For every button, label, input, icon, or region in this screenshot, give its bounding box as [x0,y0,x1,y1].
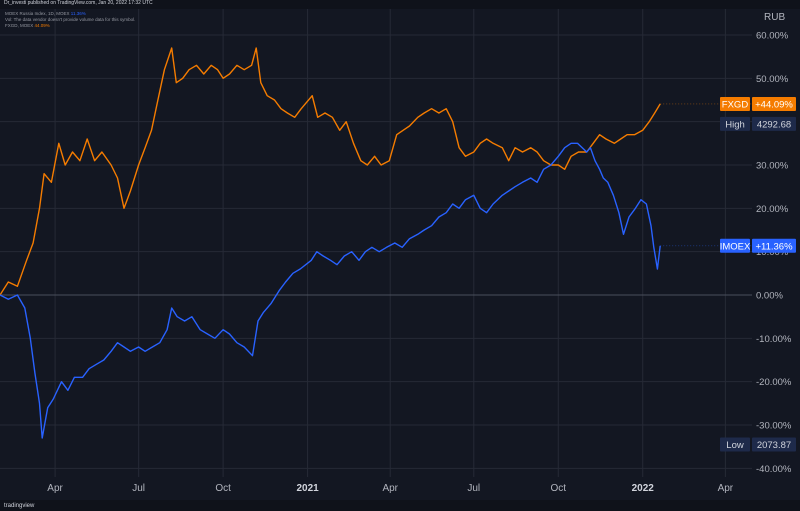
publisher-text: Dr_investi published on TradingView.com,… [4,0,153,6]
footer-bar: tradingview [0,500,800,511]
legend-row-imoex[interactable]: MOEX Russia Index, 1D, MOEX 11.36% [5,11,135,17]
series-name-tag-fxgd [720,96,750,111]
marker-value-tag-high [752,116,796,131]
legend-fxgd-value: 44.09% [34,23,50,28]
x-tick-label: Oct [215,483,231,494]
tradingview-logo[interactable]: tradingview [4,503,35,509]
x-tick-label: 2022 [632,483,655,494]
y-tick-label: -40.00% [756,464,792,475]
x-tick-label: 2021 [296,483,319,494]
y-tick-label: 50.00% [756,74,789,85]
marker-name-tag-low [720,437,750,452]
y-tick-label: 60.00% [756,31,789,42]
publisher-bar: Dr_investi published on TradingView.com,… [0,0,800,9]
series-value-tag-imoex [752,238,796,253]
chart-legend: MOEX Russia Index, 1D, MOEX 11.36% Vol: … [5,11,135,29]
x-tick-label: Jul [467,483,480,494]
legend-row-fxgd[interactable]: FXGD, MOEX 44.09% [5,23,135,29]
y-tick-label: 30.00% [756,161,789,172]
marker-value-high: 4292.68 [757,119,791,130]
series-name-imoex: IMOEX [720,241,751,252]
series-value-fxgd: +44.09% [755,99,793,110]
legend-volume-note: Vol: The data vendor doesn't provide vol… [5,17,136,22]
series-value-tag-fxgd [752,96,796,111]
x-tick-label: Oct [550,483,566,494]
x-tick-label: Apr [382,483,398,494]
series-name-tag-imoex [720,238,750,253]
marker-name-high: High [725,119,745,130]
y-tick-label: -30.00% [756,421,792,432]
marker-name-tag-high [720,116,750,131]
currency-label: RUB [764,12,785,23]
series-line-fxgd [0,47,661,296]
series-value-imoex: +11.36% [755,241,793,252]
marker-value-tag-low [752,437,796,452]
x-tick-label: Apr [47,483,63,494]
series-name-fxgd: FXGD [722,99,749,110]
series-line-imoex [0,142,661,439]
x-tick-label: Jul [132,483,145,494]
legend-row-volume: Vol: The data vendor doesn't provide vol… [5,17,135,23]
y-tick-label: -10.00% [756,334,792,345]
y-tick-label: 20.00% [756,204,789,215]
x-tick-label: Apr [718,483,734,494]
y-tick-label: -20.00% [756,377,792,388]
legend-fxgd-name: FXGD, MOEX [5,23,34,28]
y-tick-label: 0.00% [756,291,783,302]
marker-name-low: Low [726,440,744,451]
legend-imoex-value: 11.36% [70,11,86,16]
marker-value-low: 2073.87 [757,440,791,451]
legend-imoex-name: MOEX Russia Index, 1D, MOEX [5,11,70,16]
